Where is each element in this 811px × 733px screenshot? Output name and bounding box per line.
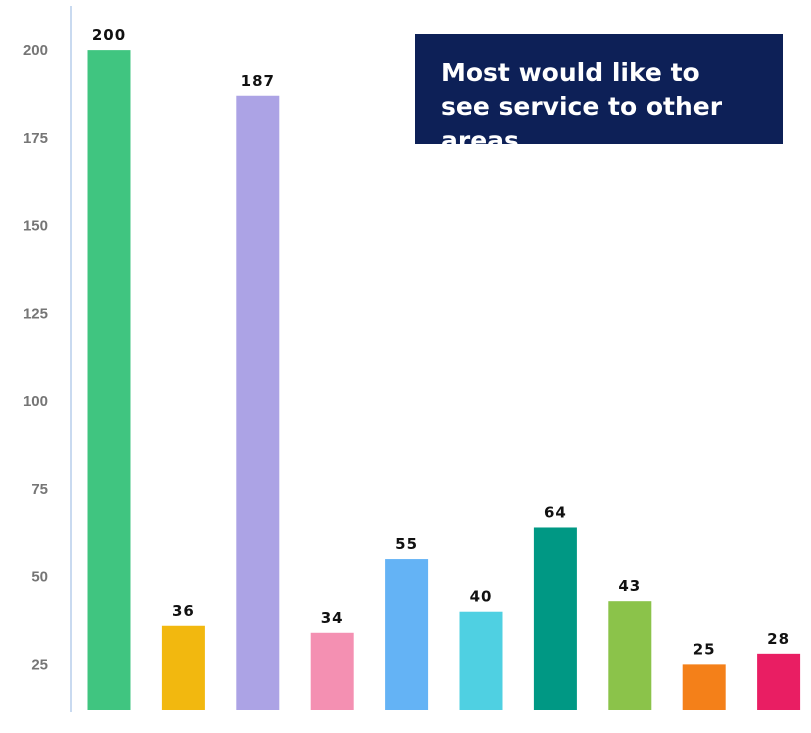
y-tick-label: 200: [23, 42, 48, 59]
y-tick-label: 150: [23, 218, 48, 235]
bar: [310, 632, 354, 710]
bar-value-label: 40: [470, 588, 493, 606]
bar-value-label: 25: [693, 640, 716, 658]
bar: [385, 559, 429, 710]
y-tick-label: 50: [31, 569, 48, 586]
bar-value-label: 28: [767, 630, 790, 648]
y-axis: 25 50 75 100 125 150 175 200: [23, 6, 72, 712]
y-tick-label: 100: [23, 393, 48, 410]
bar-value-label: 36: [172, 602, 195, 620]
bar-value-label: 34: [321, 609, 344, 627]
data-labels: 200 36 187 34 55 40 64 43 25 28: [92, 26, 790, 658]
bar: [161, 625, 205, 710]
bar: [682, 664, 726, 710]
bar-value-label: 55: [395, 535, 418, 553]
bar: [236, 95, 280, 710]
bar: [87, 50, 131, 711]
bar: [608, 601, 652, 710]
y-tick-label: 175: [23, 130, 48, 147]
callout-box: Most would like to see service to other …: [415, 34, 783, 155]
bar: [459, 611, 503, 710]
y-tick-label: 25: [31, 656, 48, 673]
bar-value-label: 43: [618, 577, 641, 595]
y-tick-label: 125: [23, 305, 48, 322]
bar-value-label: 64: [544, 503, 567, 521]
callout-text: Most would like to see service to other …: [441, 58, 723, 155]
bar-value-label: 187: [241, 72, 275, 90]
bar-value-label: 200: [92, 26, 126, 44]
y-tick-label: 75: [31, 481, 48, 498]
bars: [87, 50, 801, 711]
bar: [757, 653, 801, 710]
bar: [533, 527, 577, 710]
